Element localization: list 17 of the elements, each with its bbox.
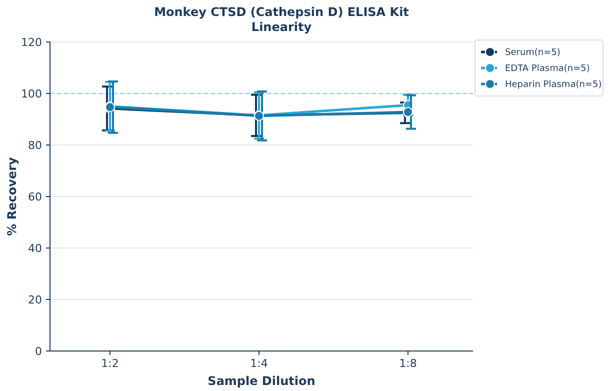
- x-tick-label: 1:8: [399, 357, 417, 370]
- y-tick-label: 120: [21, 36, 42, 49]
- x-tick-label: 1:4: [250, 357, 268, 370]
- x-axis-title: Sample Dilution: [208, 374, 316, 388]
- y-tick-label: 100: [21, 87, 42, 100]
- y-tick-label: 80: [28, 138, 42, 152]
- y-axis-title: % Recovery: [5, 157, 19, 236]
- y-tick-label: 60: [28, 190, 42, 204]
- legend-label: EDTA Plasma(n=5): [505, 64, 590, 74]
- y-tick-label: 40: [28, 242, 42, 255]
- chart-title: Monkey CTSD (Cathepsin D) ELISA Kit: [154, 5, 410, 19]
- legend-label: Heparin Plasma(n=5): [505, 80, 602, 90]
- y-tick-label: 0: [35, 344, 42, 358]
- chart-subtitle: Linearity: [251, 20, 312, 34]
- x-tick-label: 1:2: [101, 357, 119, 370]
- y-tick-label: 20: [28, 293, 42, 306]
- legend-label: Serum(n=5): [505, 48, 560, 58]
